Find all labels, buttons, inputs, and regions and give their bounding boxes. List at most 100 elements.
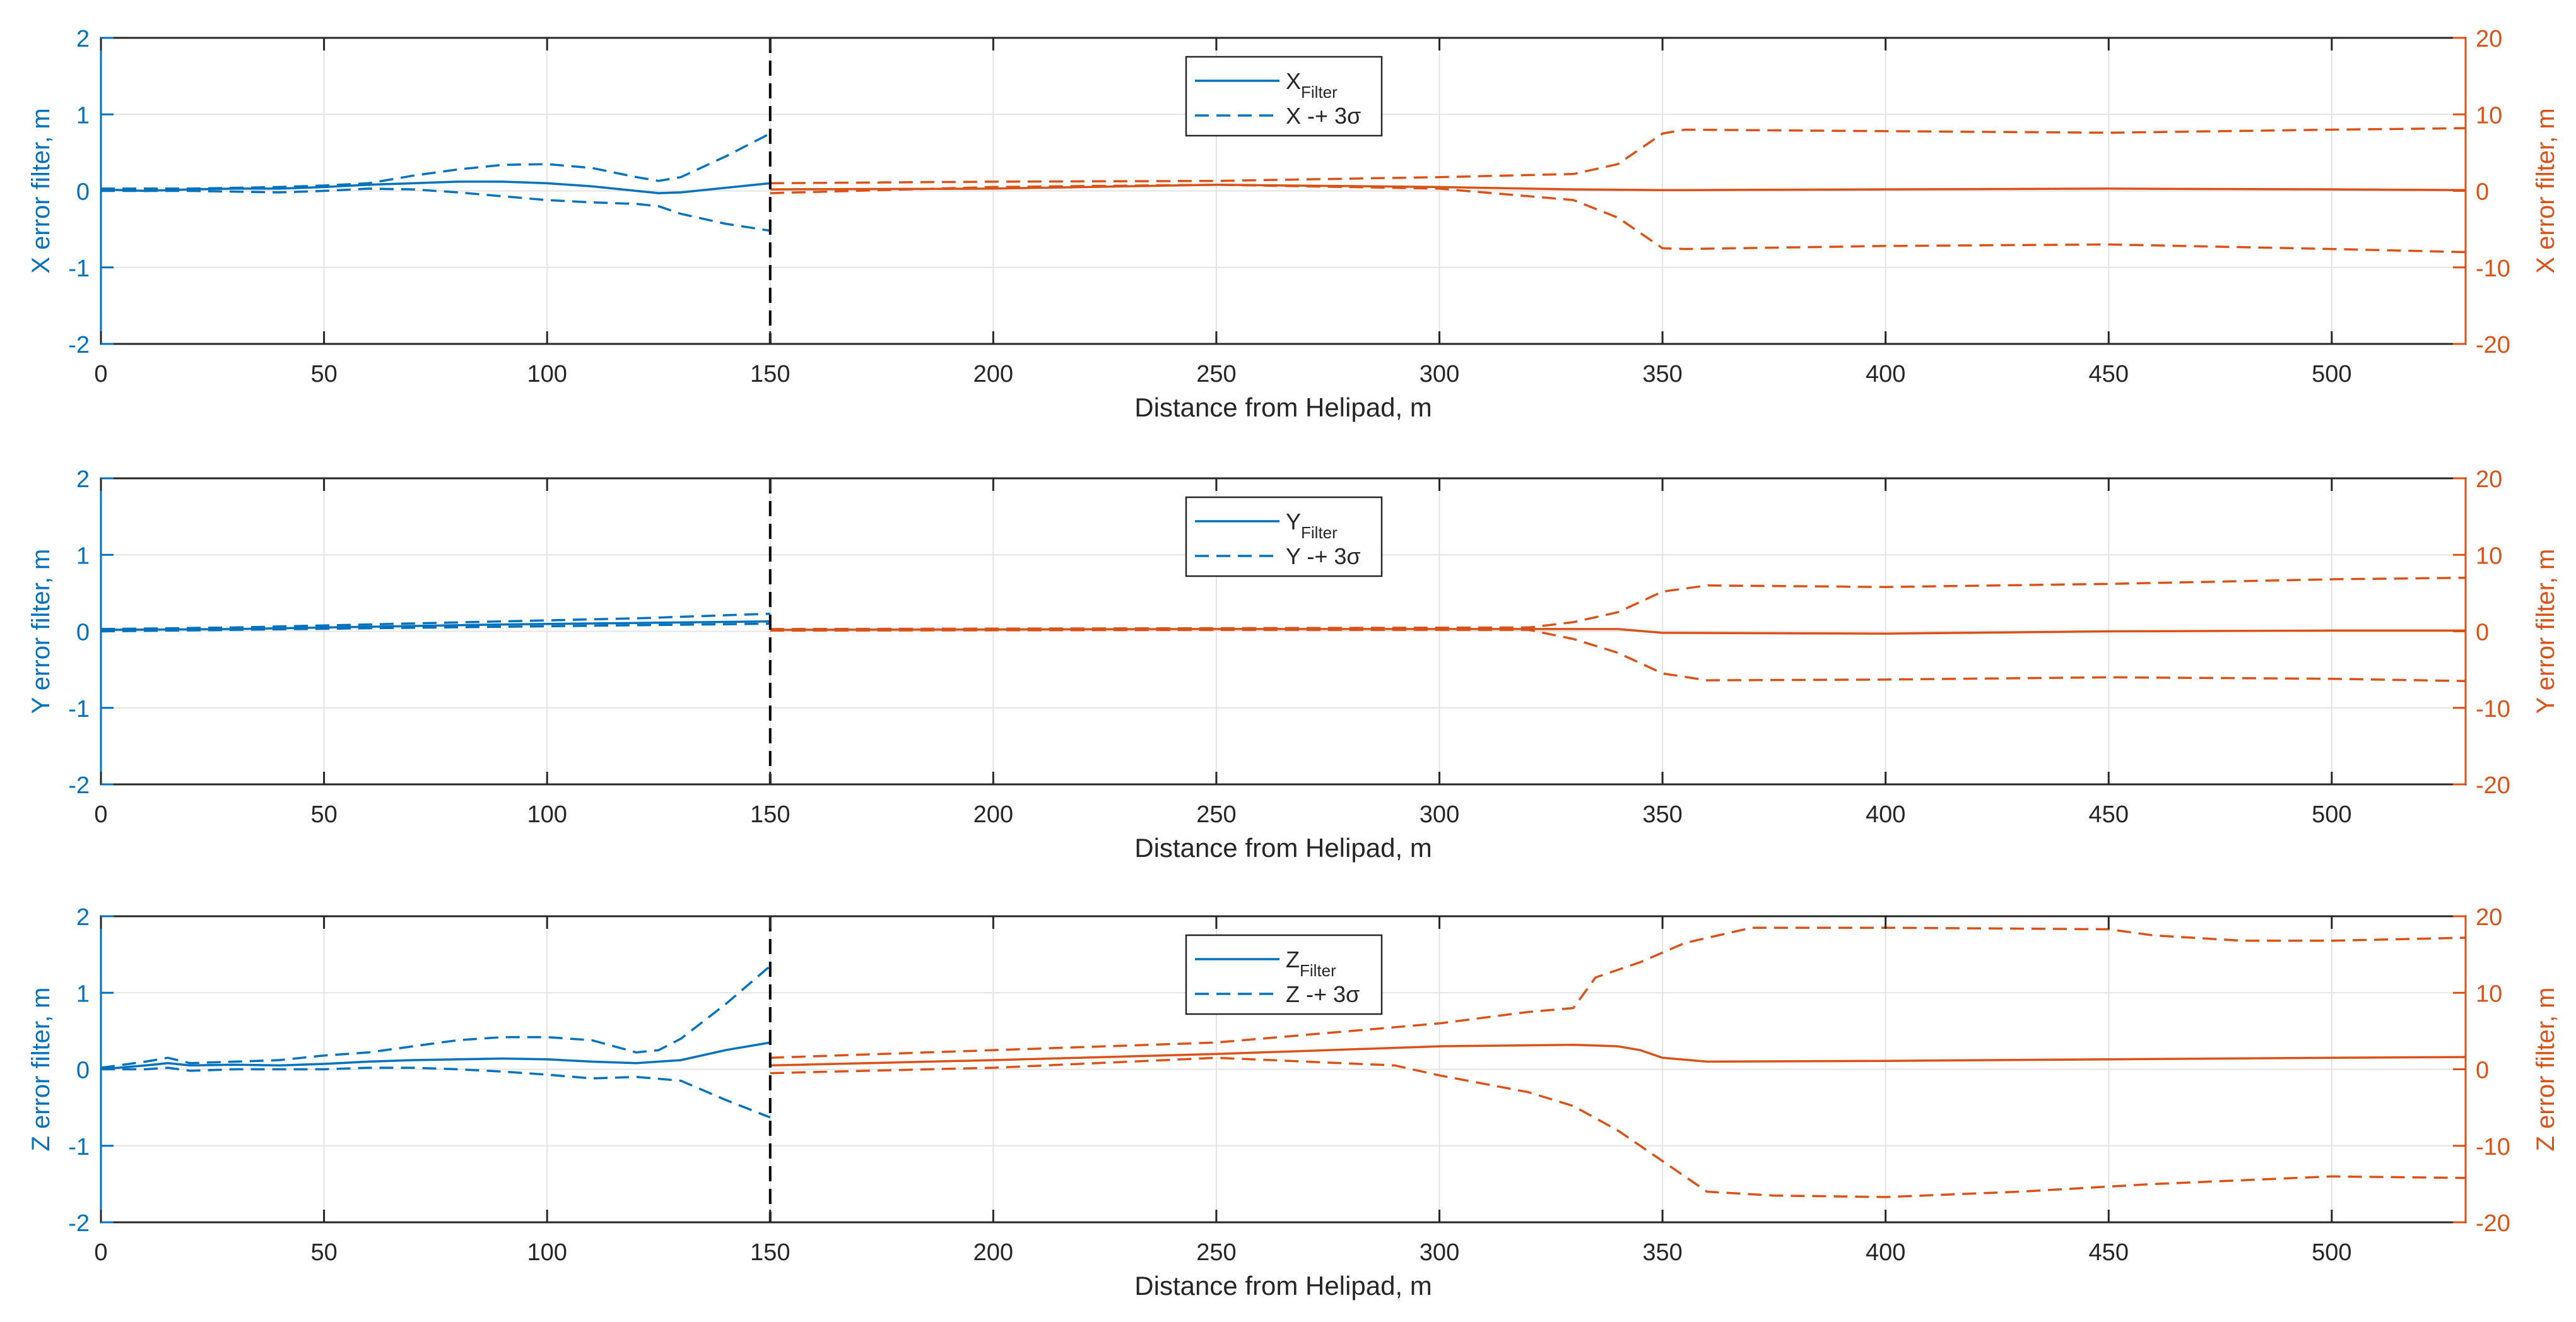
right-tick-label: 20 — [2476, 466, 2502, 493]
series-line-z-4 — [770, 926, 2466, 1059]
x-axis-label: Distance from Helipad, m — [1134, 392, 1432, 422]
series-line-x-5 — [770, 184, 2466, 254]
legend-label-main: X — [1286, 68, 1301, 94]
series-line-z-5 — [770, 1056, 2466, 1198]
right-tick-label: -20 — [2476, 332, 2510, 358]
legend-label: YFilter — [1286, 509, 1338, 542]
series-line-x-4 — [770, 127, 2466, 185]
x-tick-label: 350 — [1642, 1239, 1682, 1266]
series-line-z-3 — [770, 1043, 2466, 1067]
x-tick-label: 250 — [1196, 1239, 1236, 1266]
left-tick-label: 0 — [76, 620, 90, 646]
right-tick-label: 10 — [2476, 543, 2502, 569]
x-tick-label: 500 — [2312, 801, 2351, 828]
legend-label-subscript: Filter — [1301, 523, 1338, 542]
legend-label-main: X -+ 3σ — [1286, 103, 1361, 129]
series-line-y-4 — [770, 576, 2466, 630]
series-line-y-1 — [100, 612, 770, 630]
x-tick-label: 400 — [1866, 801, 1905, 828]
x-tick-label: 150 — [750, 361, 790, 387]
series-line-y-5 — [770, 629, 2466, 683]
x-tick-label: 100 — [527, 361, 567, 387]
x-tick-label: 0 — [94, 1239, 107, 1266]
x-tick-label: 350 — [1642, 361, 1682, 387]
left-y-axis-label: Y error filter, m — [27, 549, 55, 714]
legend-label-subscript: Filter — [1301, 83, 1338, 102]
legend-box — [1185, 496, 1383, 577]
left-tick-label: 1 — [76, 543, 90, 569]
right-tick-label: 20 — [2476, 904, 2502, 931]
series-line-x-2 — [101, 187, 771, 232]
series-line-z-1 — [100, 965, 771, 1069]
right-tick-label: -20 — [2476, 1210, 2510, 1237]
right-y-axis-label: X error filter, m — [2532, 108, 2560, 273]
left-tick-label: -2 — [68, 1210, 90, 1237]
right-tick-label: 0 — [2476, 179, 2489, 206]
x-tick-label: 350 — [1642, 801, 1682, 828]
x-tick-label: 500 — [2312, 1239, 2351, 1266]
left-tick-label: -1 — [68, 696, 90, 723]
left-tick-label: 1 — [76, 981, 90, 1007]
series-line-x-1 — [101, 133, 771, 190]
x-tick-label: 150 — [750, 1239, 790, 1266]
left-tick-label: 2 — [76, 904, 90, 931]
legend-label: X -+ 3σ — [1286, 103, 1361, 129]
left-tick-label: 2 — [76, 26, 90, 52]
x-tick-label: 400 — [1866, 1239, 1905, 1266]
x-tick-label: 450 — [2089, 361, 2129, 387]
x-tick-label: 300 — [1420, 1239, 1459, 1266]
subplot-x: 0 50 100 150 200 250 300 350 400 450 500210-1-2201… — [27, 26, 2560, 422]
left-tick-label: -1 — [68, 256, 90, 282]
x-tick-label: 200 — [973, 1239, 1013, 1266]
left-tick-label: -1 — [68, 1134, 90, 1160]
x-tick-label: 500 — [2312, 361, 2351, 387]
x-tick-label: 450 — [2089, 1239, 2129, 1266]
legend-label: Y -+ 3σ — [1286, 543, 1361, 569]
right-tick-label: -10 — [2476, 696, 2510, 723]
x-tick-label: 450 — [2089, 801, 2129, 828]
legend-label: ZFilter — [1286, 947, 1336, 980]
right-tick-label: 10 — [2476, 102, 2502, 129]
x-tick-label: 200 — [973, 361, 1013, 387]
right-y-axis-label: Y error filter, m — [2532, 549, 2560, 714]
x-tick-label: 150 — [750, 801, 790, 828]
legend-box — [1185, 56, 1383, 137]
legend-label-main: Z -+ 3σ — [1286, 981, 1360, 1007]
series-line-y-2 — [100, 622, 770, 633]
right-tick-label: 20 — [2476, 26, 2502, 52]
x-tick-label: 0 — [94, 801, 107, 828]
left-tick-label: 2 — [76, 466, 90, 493]
legend-label-subscript: Filter — [1300, 961, 1336, 980]
x-tick-label: 200 — [973, 801, 1013, 828]
x-tick-label: 50 — [310, 1239, 337, 1266]
legend-label-main: Z — [1286, 947, 1300, 972]
x-tick-label: 100 — [527, 1239, 567, 1266]
series-line-y-3 — [770, 628, 2466, 635]
x-axis-label: Distance from Helipad, m — [1134, 1271, 1432, 1301]
x-tick-label: 100 — [527, 801, 567, 828]
right-tick-label: 10 — [2476, 981, 2502, 1007]
x-tick-label: 250 — [1196, 801, 1236, 828]
x-tick-label: 300 — [1420, 361, 1459, 387]
series-line-z-0 — [100, 1041, 771, 1071]
legend-label-main: Y -+ 3σ — [1286, 543, 1361, 569]
right-y-axis-label: Z error filter, m — [2532, 987, 2560, 1151]
left-tick-label: 0 — [76, 179, 90, 206]
x-tick-label: 0 — [94, 361, 107, 387]
x-tick-label: 250 — [1196, 361, 1236, 387]
right-tick-label: 0 — [2476, 1058, 2489, 1084]
left-y-axis-label: Z error filter, m — [27, 987, 55, 1151]
legend-label: Z -+ 3σ — [1286, 981, 1360, 1007]
right-tick-label: -20 — [2476, 772, 2510, 799]
left-y-axis-label: X error filter, m — [27, 108, 55, 273]
x-tick-label: 300 — [1420, 801, 1459, 828]
legend-label-main: Y — [1286, 509, 1301, 534]
subplot-y: 0 50 100 150 200 250 300 350 400 450 500210-1-2201… — [27, 466, 2560, 863]
x-tick-label: 50 — [310, 361, 337, 387]
legend-label: XFilter — [1286, 68, 1338, 102]
x-axis-label: Distance from Helipad, m — [1134, 833, 1432, 863]
